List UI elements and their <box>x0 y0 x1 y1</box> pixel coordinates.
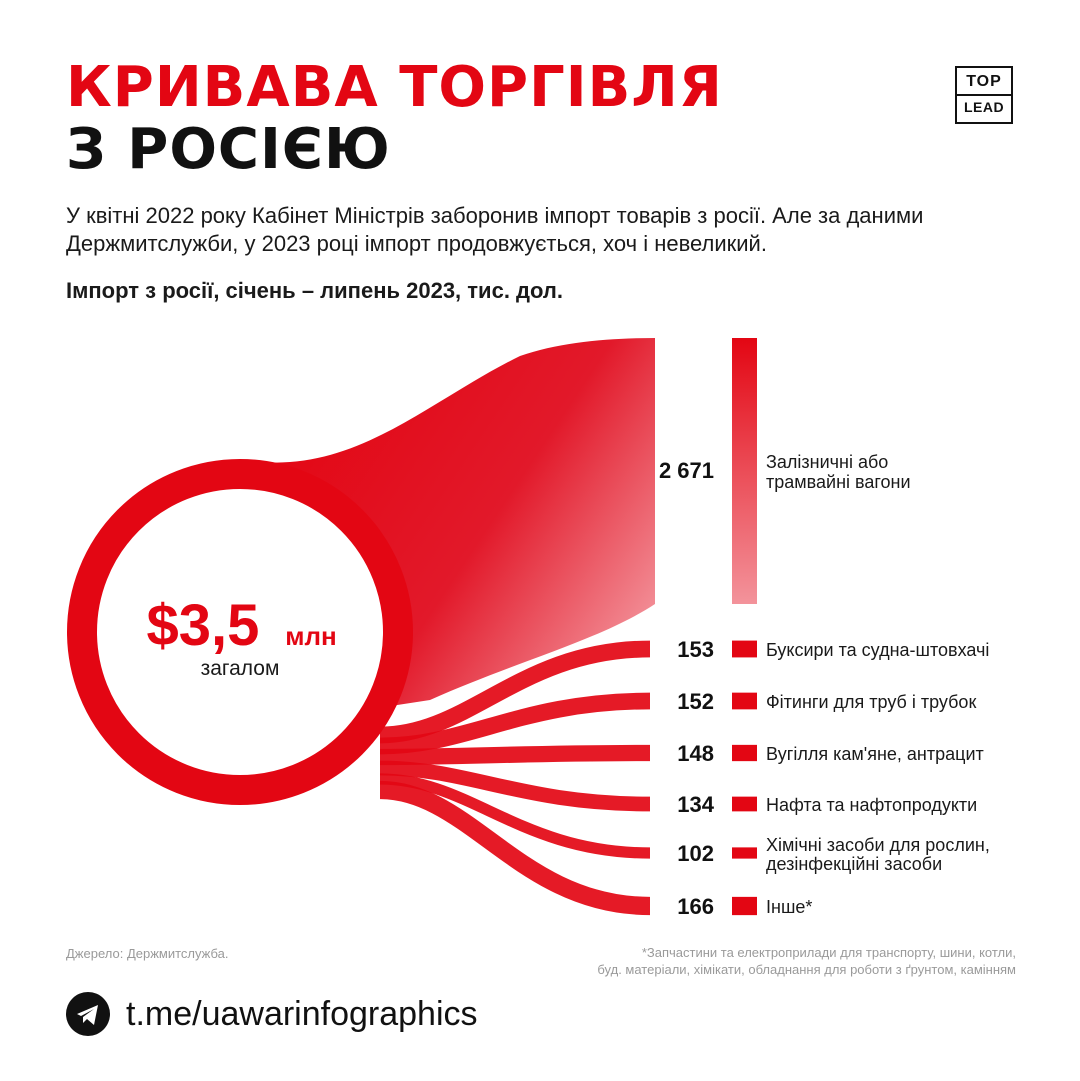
category-label-line: Нафта та нафтопродукти <box>766 795 977 815</box>
category-label-line: Інше* <box>766 897 812 917</box>
chart-subtitle: Імпорт з росії, січень – липень 2023, ти… <box>66 278 563 303</box>
category-label-0: Залізничні або трамвайні вагони <box>766 452 911 492</box>
intro-text: У квітні 2022 року Кабінет Міністрів заб… <box>66 203 924 256</box>
total-caption: загалом <box>201 657 280 680</box>
logo-divider <box>957 94 1011 96</box>
flow-band-5 <box>379 773 651 859</box>
flow-band-4 <box>379 760 651 812</box>
flow-band-3 <box>379 744 651 766</box>
total-ring <box>67 459 413 805</box>
category-label-1: Буксири та судна-штовхачі <box>766 640 989 660</box>
value-bar-2 <box>732 692 757 710</box>
footnote: *Запчастини та електроприлади для трансп… <box>456 944 1016 978</box>
title-line-2: З РОСІЄЮ <box>66 117 391 182</box>
flow-band-6 <box>379 780 651 916</box>
value-label-6: 166 <box>677 894 714 919</box>
title-line-1: КРИВАВА ТОРГІВЛЯ <box>66 55 723 120</box>
source-note: Джерело: Держмитслужба. <box>66 946 229 961</box>
top-lead-logo: TOP LEAD <box>955 66 1013 124</box>
total-amount: $3,5 <box>147 593 260 658</box>
category-label-line: Фітинги для труб і трубок <box>766 692 976 712</box>
category-label-line: Буксири та судна-штовхачі <box>766 640 989 660</box>
category-label-line: дезінфекційні засоби <box>766 854 942 874</box>
flow-band-1 <box>379 640 651 744</box>
category-label-line: трамвайні вагони <box>766 472 911 492</box>
logo-bottom-text: LEAD <box>963 99 1005 115</box>
flow-band-2 <box>379 692 651 755</box>
category-label-line: Залізничні або <box>766 452 888 472</box>
value-bar-3 <box>732 744 757 762</box>
total-unit: млн <box>285 621 336 651</box>
category-label-2: Фітинги для труб і трубок <box>766 692 976 712</box>
category-label-3: Вугілля кам'яне, антрацит <box>766 744 984 764</box>
category-label-5: Хімічні засоби для рослин, дезінфекційні … <box>766 835 990 874</box>
value-bar-1 <box>732 640 757 658</box>
value-label-5: 102 <box>677 841 714 866</box>
value-bar-6 <box>732 896 757 916</box>
footnote-line-1: *Запчастини та електроприлади для трансп… <box>641 945 1016 960</box>
value-bar-0 <box>732 338 757 604</box>
telegram-icon[interactable] <box>66 992 110 1036</box>
value-label-4: 134 <box>677 792 714 817</box>
logo-top-text: TOP <box>966 73 1002 90</box>
category-label-line: Вугілля кам'яне, антрацит <box>766 744 984 764</box>
value-bar-4 <box>732 796 757 812</box>
category-rows: 2 671 153 152 148 134 102 166 Залізничні або тра… <box>659 338 990 919</box>
value-label-3: 148 <box>677 741 714 766</box>
category-label-4: Нафта та нафтопродукти <box>766 795 977 815</box>
value-label-0: 2 671 <box>659 458 714 483</box>
category-label-line: Хімічні засоби для рослин, <box>766 835 990 855</box>
value-label-2: 152 <box>677 689 714 714</box>
footnote-line-2: буд. матеріали, хімікати, обладнання для… <box>597 962 1016 977</box>
category-label-6: Інше* <box>766 897 812 917</box>
value-label-1: 153 <box>677 637 714 662</box>
telegram-link[interactable]: t.me/uawarinfographics <box>126 995 478 1033</box>
value-bar-5 <box>732 847 757 859</box>
